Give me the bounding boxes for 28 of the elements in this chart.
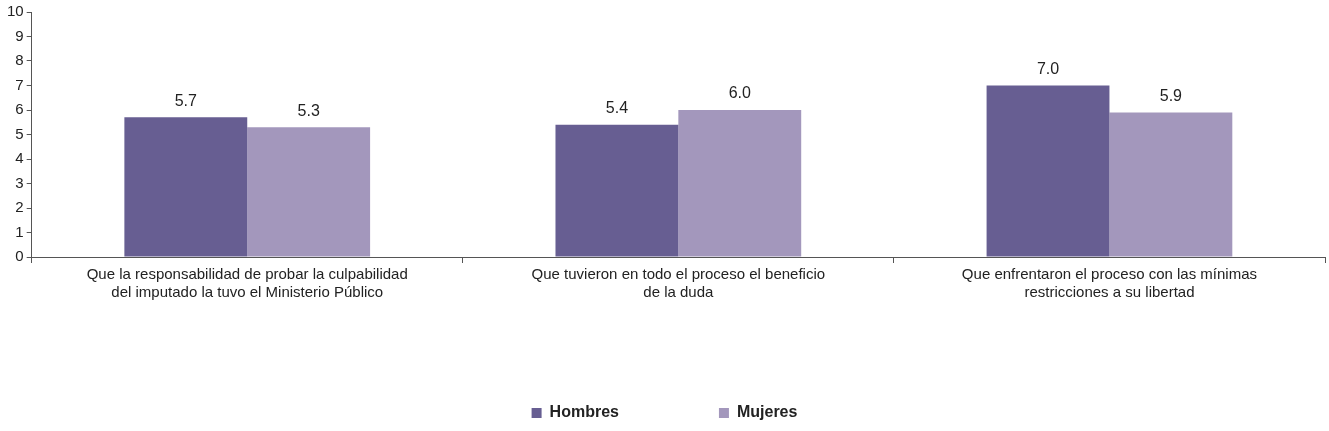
x-tick-label: Que tuvieron en todo el proceso el beneficio de la duda <box>531 265 826 301</box>
bar <box>124 117 248 257</box>
data-label: 7.0 <box>1036 59 1060 77</box>
bar <box>247 127 371 257</box>
y-tick-label: 8 <box>15 51 24 69</box>
y-tick-label: 2 <box>15 198 24 216</box>
data-label: 5.7 <box>174 91 198 109</box>
y-tick-label: 0 <box>15 247 24 265</box>
bar <box>555 124 679 257</box>
data-label: 5.9 <box>1159 86 1183 104</box>
y-tick-label: 5 <box>15 124 24 142</box>
data-label: 6.0 <box>728 84 751 102</box>
x-tick-label: Que la responsabilidad de probar la culpabilidad del imputado la tuvo el Ministerio Público <box>86 265 408 301</box>
bar <box>986 85 1110 257</box>
bar <box>1109 112 1233 257</box>
y-tick-label: 6 <box>15 100 24 118</box>
y-tick-label: 1 <box>15 222 24 240</box>
y-tick-label: 4 <box>15 149 24 167</box>
legend-label: Hombres <box>549 403 620 421</box>
data-label: 5.4 <box>605 99 629 117</box>
y-tick-label: 7 <box>15 75 24 93</box>
y-tick-label: 9 <box>15 26 24 44</box>
bar <box>678 110 802 257</box>
y-tick-label: 3 <box>15 173 24 191</box>
legend-label: Mujeres <box>736 403 798 421</box>
y-tick-label: 10 <box>7 2 24 20</box>
data-label: 5.3 <box>297 101 320 119</box>
x-tick-label: Que enfrentaron el proceso con las mínimas restricciones a su libertad <box>961 265 1258 301</box>
